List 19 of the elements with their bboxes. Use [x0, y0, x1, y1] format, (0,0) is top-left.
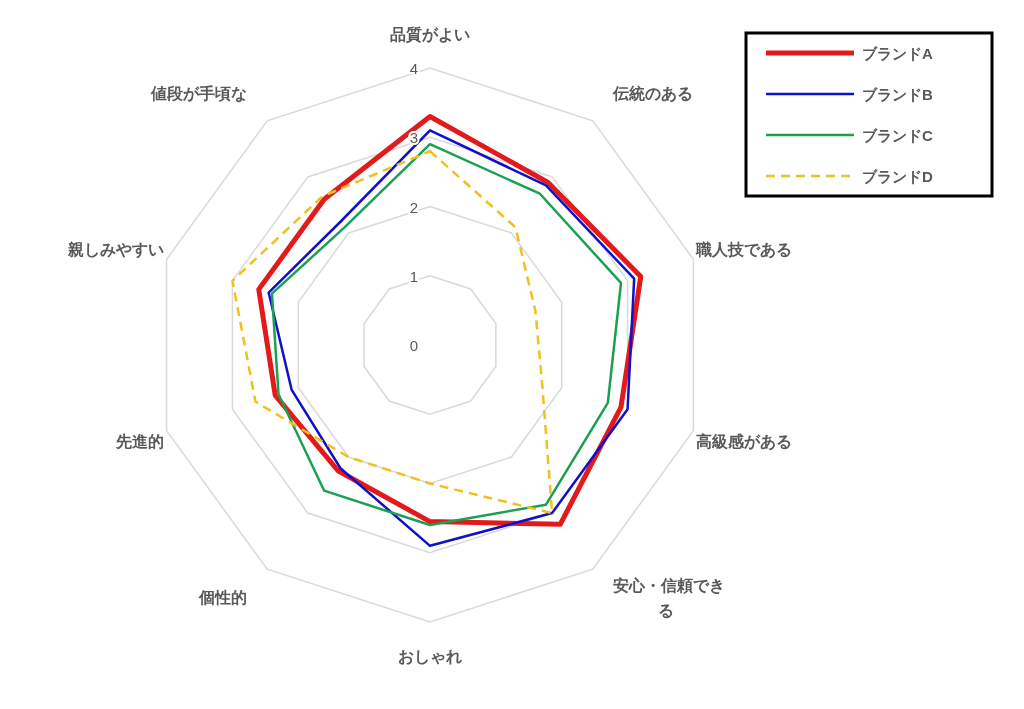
legend-label: ブランドA [862, 45, 933, 62]
y-tick-label: 3 [409, 129, 419, 147]
y-tick-label: 0 [409, 337, 419, 354]
legend-label: ブランドB [862, 86, 933, 103]
spoke-label: おしゃれ [398, 648, 462, 665]
y-tick-label: 4 [409, 60, 419, 77]
spoke-label: 伝統のある [611, 85, 693, 104]
spoke-label: 値段が手頃な [150, 85, 248, 104]
legend-label: ブランドD [862, 168, 933, 185]
spoke-label: 安心・信頼できる [612, 575, 725, 619]
y-tick-label: 1 [409, 267, 419, 285]
spoke-label: 先進的 [115, 433, 165, 451]
spoke-label: 親しみやすい [67, 240, 165, 259]
spoke-label: 高級感がある [695, 432, 792, 452]
y-tick-label: 2 [409, 198, 419, 216]
spoke-label: 職人技である [694, 240, 792, 259]
legend-label: ブランドC [862, 127, 933, 144]
spoke-label: 個性的 [198, 588, 248, 606]
spoke-label: 品質がよい [390, 26, 470, 44]
